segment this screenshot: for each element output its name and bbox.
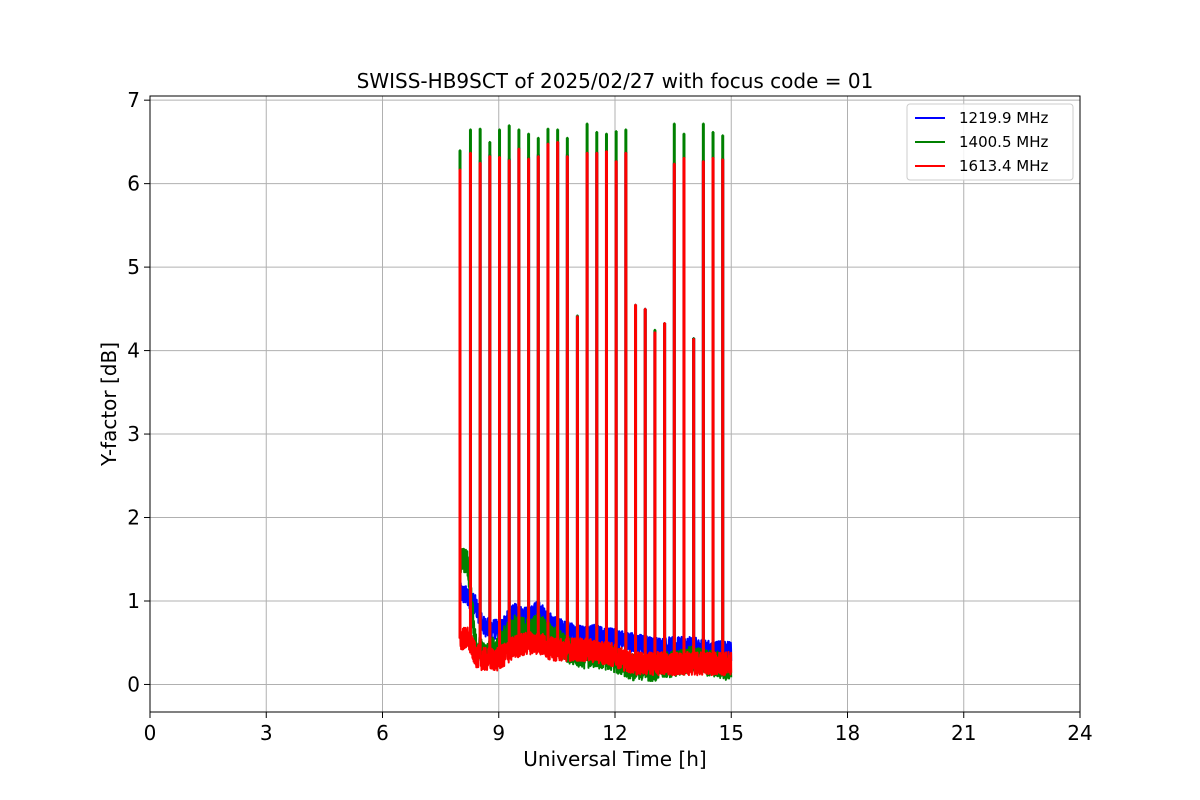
x-tick-label: 6 [376, 721, 389, 745]
x-tick-label: 21 [951, 721, 976, 745]
y-tick-label: 3 [127, 422, 140, 446]
x-axis-label: Universal Time [h] [523, 747, 706, 771]
x-tick-label: 3 [260, 721, 273, 745]
legend-label: 1219.9 MHz [959, 109, 1048, 127]
y-tick-label: 0 [127, 672, 140, 696]
x-tick-label: 24 [1067, 721, 1092, 745]
y-tick-label: 7 [127, 88, 140, 112]
legend-label: 1400.5 MHz [959, 133, 1048, 151]
x-tick-label: 15 [719, 721, 744, 745]
y-tick-label: 4 [127, 339, 140, 363]
legend-label: 1613.4 MHz [959, 157, 1048, 175]
legend: 1219.9 MHz 1400.5 MHz 1613.4 MHz [906, 103, 1074, 181]
y-tick-label: 1 [127, 589, 140, 613]
legend-box [906, 103, 1074, 181]
plot-area [458, 122, 733, 682]
x-tick-label: 9 [492, 721, 505, 745]
y-tick-label: 6 [127, 172, 140, 196]
series-line-2 [459, 140, 733, 677]
y-tick-label: 2 [127, 506, 140, 530]
x-tick-label: 0 [144, 721, 157, 745]
y-tick-label: 5 [127, 255, 140, 279]
y-axis-label: Y-factor [dB] [97, 342, 121, 467]
x-tick-label: 12 [602, 721, 627, 745]
x-tick-label: 18 [835, 721, 860, 745]
chart-title: SWISS-HB9SCT of 2025/02/27 with focus co… [357, 69, 874, 93]
